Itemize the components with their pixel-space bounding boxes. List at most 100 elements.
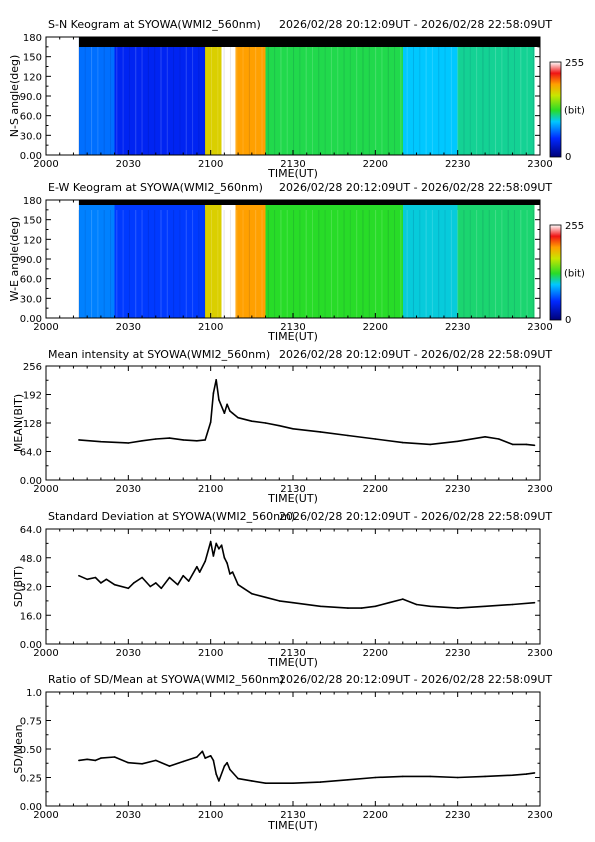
data-point [168,437,171,439]
data-point [251,592,253,595]
data-point [533,444,536,447]
data-point [212,555,215,557]
data-point [231,412,234,415]
data-point [100,757,102,759]
x-tick-label: 2000 [33,159,58,170]
data-point [187,580,190,582]
x-axis-label: TIME(UT) [267,819,318,832]
x-tick-label: 2200 [363,810,388,821]
data-point [127,587,130,590]
x-axis-label: TIME(UT) [267,167,318,180]
data-point [484,436,486,438]
y-tick-label: 0.00 [20,476,42,487]
colorbar-min-label: 0 [565,152,571,163]
data-point [292,782,294,784]
data-point [292,601,294,604]
data-point [533,601,536,604]
data-point [429,605,432,608]
colorbar-unit-label: (bit) [564,269,585,280]
data-point [223,412,226,415]
x-tick-label: 2030 [116,810,141,821]
data-point [533,772,536,774]
data-point [204,560,206,563]
data-point [155,759,157,762]
plot-frame [45,365,541,481]
data-point [231,571,234,573]
data-point [347,779,349,781]
y-tick-label: 0.75 [20,717,42,728]
data-point [127,442,130,444]
data-point [402,775,404,778]
data-point [215,773,217,775]
data-point [484,775,486,778]
y-tick-label: 90.0 [20,255,42,266]
time-range-label: 2026/02/28 20:12:09UT - 2026/02/28 22:58… [279,348,552,361]
data-point [429,775,432,778]
x-tick-label: 2100 [198,322,223,333]
x-tick-label: 2030 [116,648,141,659]
x-axis-label: TIME(UT) [267,330,318,343]
data-point [100,440,102,443]
time-range-label: 2026/02/28 20:12:09UT - 2026/02/28 22:58… [279,18,552,31]
data-point [264,422,267,424]
data-point [525,773,528,775]
data-point [196,440,198,442]
x-axis-label: TIME(UT) [267,492,318,505]
data-point [78,759,80,762]
x-tick-label: 2200 [363,322,388,333]
colorbar [549,224,562,321]
data-point [141,440,143,442]
data-point [456,607,459,609]
y-axis-label: MEAN(BIT) [12,394,25,452]
data-point [456,776,459,779]
y-tick-label: 180 [23,33,42,44]
y-tick-label: 1.0 [26,688,42,699]
data-point [204,757,206,759]
data-point [155,582,157,584]
data-point [292,428,294,430]
data-point [127,761,130,764]
y-tick-label: 0.00 [20,802,42,813]
y-tick-label: 128 [23,419,42,430]
colorbar-unit-label: (bit) [564,106,585,117]
chart-title: S-N Keogram at SYOWA(WMI2_560nm) [48,18,261,31]
data-point [319,605,322,608]
data-point [86,578,88,581]
data-point [196,756,198,758]
y-tick-label: 180 [23,196,42,207]
data-point [278,600,281,602]
chart-panel-4: Standard Deviation at SYOWA(WMI2_560nm)2… [12,510,553,669]
colorbar-max-label: 255 [565,58,584,69]
data-point [347,434,349,437]
y-tick-label: 60.0 [20,112,42,123]
heatmap-image [78,37,535,155]
y-tick-label: 256 [23,362,42,373]
heatmap-top-band [78,37,540,47]
series-line [78,378,535,447]
x-tick-label: 2030 [116,159,141,170]
data-point [226,562,228,564]
data-point [511,603,514,606]
x-tick-label: 2230 [445,322,470,333]
x-tick-label: 2300 [527,648,552,659]
data-point [223,765,226,767]
x-tick-label: 2100 [198,810,223,821]
y-tick-label: 150 [23,216,42,227]
chart-title: Ratio of SD/Mean at SYOWA(WMI2_560nm) [48,673,284,686]
x-tick-label: 2230 [445,810,470,821]
data-point [525,443,528,446]
data-point [511,774,514,776]
data-point [86,758,88,761]
chart-panel-3: Mean intensity at SYOWA(WMI2_560nm) 2026/… [12,348,553,505]
series-line [78,750,535,785]
data-point [94,576,97,579]
x-tick-label: 2130 [280,810,305,821]
y-tick-label: 60.0 [20,275,42,286]
x-tick-label: 2230 [445,484,470,495]
data-point [229,573,231,575]
time-range-label: 2026/02/28 20:12:09UT - 2026/02/28 22:58… [279,181,552,194]
x-tick-label: 2000 [33,810,58,821]
data-point [402,598,404,600]
x-tick-label: 2000 [33,322,58,333]
plot-frame [45,691,541,807]
